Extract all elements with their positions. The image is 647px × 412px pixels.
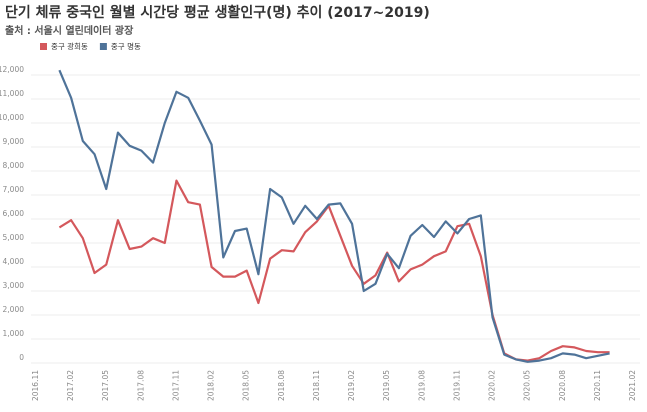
y-tick-label: 7,000: [3, 185, 25, 194]
y-tick-label: 6,000: [3, 209, 25, 218]
legend-swatch: [40, 43, 47, 50]
x-tick-label: 2021.02: [628, 370, 637, 401]
x-tick-label: 2017.05: [101, 370, 110, 401]
y-tick-label: 1,000: [3, 329, 25, 338]
x-tick-label: 2019.08: [417, 370, 426, 401]
y-tick-label: 12,000: [0, 65, 24, 74]
legend-label: 중구 명동: [111, 41, 141, 51]
x-tick-label: 2017.02: [66, 370, 75, 401]
series-line: [58, 179, 610, 362]
x-tick-label: 2017.11: [171, 370, 180, 401]
y-tick-label: 2,000: [3, 305, 25, 314]
x-tick-label: 2018.08: [277, 370, 286, 401]
x-tick-label: 2016.11: [31, 370, 40, 401]
y-tick-label: 8,000: [3, 161, 25, 170]
y-tick-label: 4,000: [3, 257, 25, 266]
x-tick-label: 2020.02: [488, 370, 497, 401]
series-line: [58, 69, 610, 363]
y-tick-label: 5,000: [3, 233, 25, 242]
x-tick-label: 2018.05: [242, 370, 251, 401]
chart-title: 단기 체류 중국인 월별 시간당 평균 생활인구(명) 추이 (2017~201…: [5, 4, 430, 21]
x-tick-label: 2019.11: [452, 370, 461, 401]
x-tick-label: 2020.05: [523, 370, 532, 401]
x-tick-label: 2019.05: [382, 370, 391, 401]
x-tick-label: 2018.11: [312, 370, 321, 401]
x-tick-label: 2020.11: [593, 370, 602, 401]
y-tick-label: 9,000: [3, 137, 25, 146]
y-tick-label: 3,000: [3, 281, 25, 290]
x-tick-label: 2019.02: [347, 370, 356, 401]
chart-subtitle: 출처 : 서울시 열린데이터 광장: [5, 24, 134, 37]
legend-swatch: [99, 43, 107, 50]
x-tick-label: 2017.08: [136, 370, 145, 401]
y-tick-label: 10,000: [0, 113, 24, 122]
legend-label: 중구 광희동: [51, 41, 88, 51]
x-tick-label: 2018.02: [207, 370, 216, 401]
y-tick-label: 0: [19, 353, 24, 362]
x-tick-label: 2020.08: [558, 370, 567, 401]
y-tick-label: 11,000: [0, 89, 24, 98]
